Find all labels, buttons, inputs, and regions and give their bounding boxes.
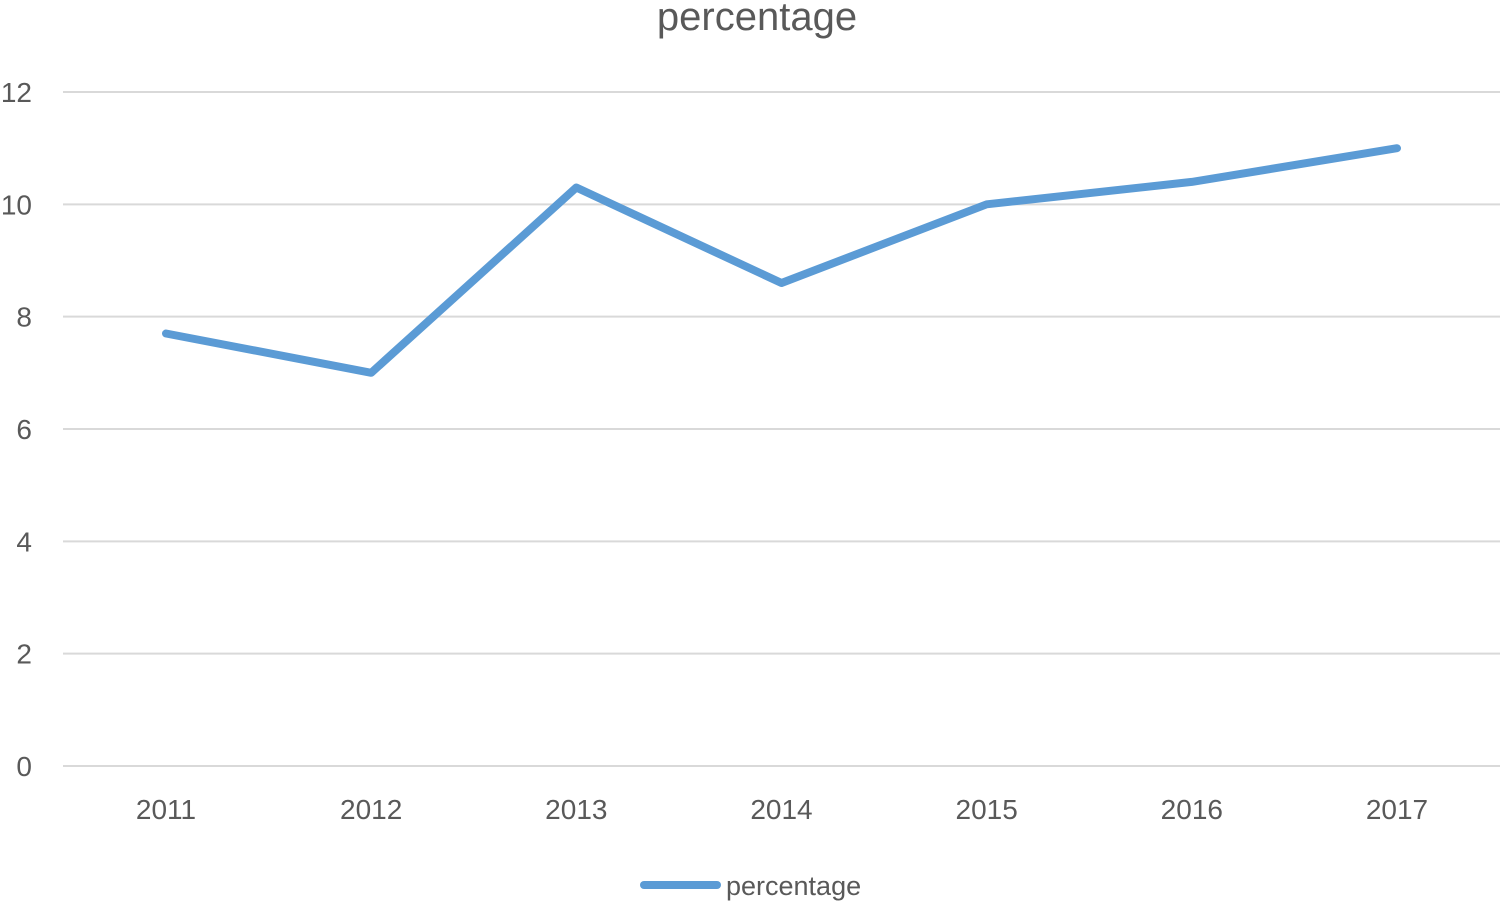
legend-label-percentage: percentage (726, 871, 861, 901)
x-tick-label: 2011 (136, 794, 196, 825)
gridlines (63, 91, 1500, 767)
y-tick-label: 12 (1, 77, 32, 108)
legend: percentage (640, 871, 861, 901)
y-tick-label: 4 (16, 526, 32, 557)
x-tick-label: 2015 (956, 794, 1018, 825)
y-tick-label: 8 (16, 302, 32, 333)
y-tick-label: 0 (16, 751, 32, 782)
y-tick-label: 6 (16, 414, 32, 445)
x-tick-label: 2013 (545, 794, 607, 825)
chart-title: percentage (657, 0, 857, 39)
y-tick-label: 2 (16, 639, 32, 670)
series-line-percentage (162, 144, 1401, 377)
series-lines (162, 144, 1401, 377)
x-tick-label: 2014 (750, 794, 812, 825)
y-axis-ticks: 0 2 4 6 8 10 12 (1, 77, 32, 782)
x-axis-ticks: 2011 2012 2013 2014 2015 2016 2017 (136, 794, 1428, 825)
y-tick-label: 10 (1, 189, 32, 220)
x-tick-label: 2016 (1161, 794, 1223, 825)
x-tick-label: 2017 (1366, 794, 1428, 825)
x-tick-label: 2012 (340, 794, 402, 825)
